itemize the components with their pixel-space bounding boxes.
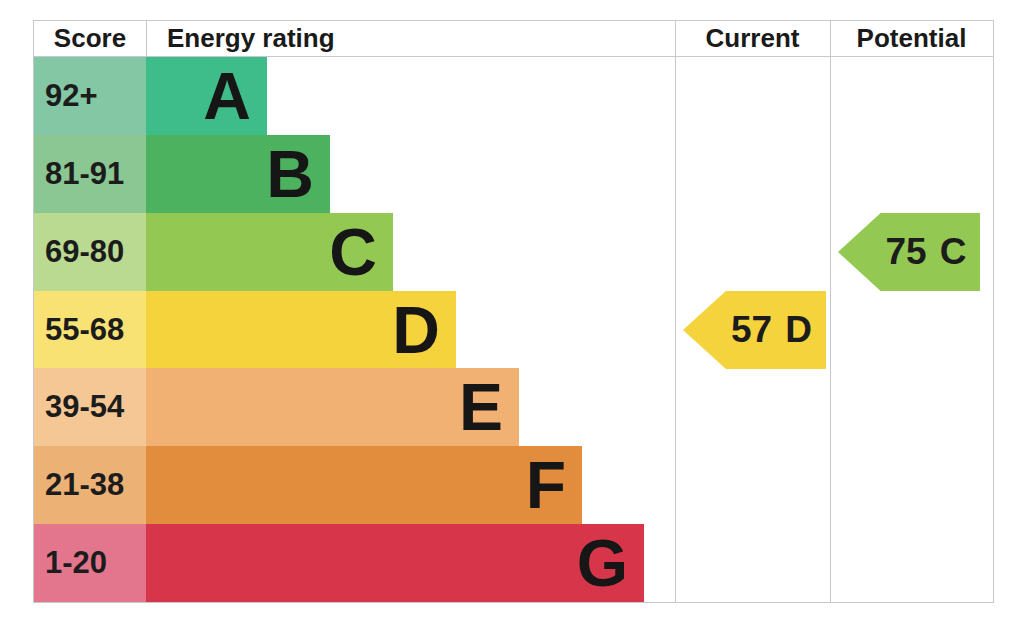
score-range-c: 69-80 [34,213,146,291]
band-row-e: 39-54 E [34,368,675,446]
rating-letter-b: B [266,141,314,207]
band-row-a: 92+ A [34,57,675,135]
rating-bar-b: B [146,135,330,213]
rating-bar-g: G [146,524,644,602]
score-range-b: 81-91 [34,135,146,213]
rating-letter-e: E [459,374,503,440]
score-range-e: 39-54 [34,368,146,446]
score-range-g: 1-20 [34,524,146,602]
divider-energy-current [675,21,676,602]
divider-current-potential [830,21,831,602]
current-rating-arrow: 57 D [683,291,826,369]
score-range-d: 55-68 [34,291,146,369]
rating-bar-c: C [146,213,393,291]
rating-bar-e: E [146,368,519,446]
score-range-f: 21-38 [34,446,146,524]
current-rating-value: 57 [731,309,772,351]
current-rating-grade: D [785,309,812,351]
band-row-d: 55-68 D [34,291,675,369]
band-row-g: 1-20 G [34,524,675,602]
potential-rating-value: 75 [886,231,927,273]
rating-letter-d: D [392,297,440,363]
rating-letter-c: C [329,219,377,285]
header-current: Current [675,21,830,56]
band-row-c: 69-80 C [34,213,675,291]
header-energy-rating: Energy rating [167,21,335,56]
band-row-b: 81-91 B [34,135,675,213]
band-row-f: 21-38 F [34,446,675,524]
rating-letter-f: F [526,452,566,518]
potential-rating-arrow: 75 C [838,213,980,291]
rating-bands: 92+ A 81-91 B 69-80 C 55-68 [34,57,675,602]
rating-letter-a: A [203,63,251,129]
header-score: Score [34,21,146,56]
epc-energy-rating-chart: Score Energy rating Current Potential 92… [0,0,1024,631]
header-potential: Potential [830,21,993,56]
divider-score-energy [146,21,147,57]
rating-bar-a: A [146,57,267,135]
rating-table: Score Energy rating Current Potential 92… [33,20,994,603]
rating-bar-f: F [146,446,582,524]
table-header: Score Energy rating Current Potential [34,21,993,57]
score-range-a: 92+ [34,57,146,135]
rating-bar-d: D [146,291,456,369]
potential-rating-grade: C [940,231,967,273]
rating-letter-g: G [577,530,628,596]
